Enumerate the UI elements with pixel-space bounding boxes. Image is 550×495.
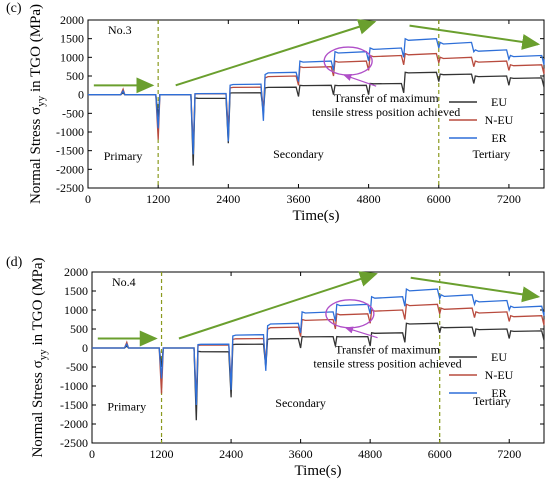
y-axis-title-tail: in TGO (MPa)	[30, 257, 46, 349]
x-tick-label: 2400	[216, 192, 240, 206]
y-tick-label: -2000	[56, 162, 84, 176]
x-tick-label: 6000	[427, 192, 451, 206]
x-tick-label: 7200	[497, 192, 521, 206]
x-tick-label: 0	[89, 447, 95, 461]
y-tick-label: -1500	[60, 398, 88, 412]
legend-label-eu: EU	[491, 95, 507, 109]
chart-panel-c: (c) No.3 0 1200 2400 3600 4800 6000 7200 -2500 -20…	[6, 1, 545, 224]
x-tick-label: 1200	[146, 192, 170, 206]
y-axis-title: Normal Stress σyy in TGO (MPa)	[30, 257, 49, 457]
y-tick-label: 0	[82, 341, 88, 355]
x-tick-label: 3600	[286, 192, 310, 206]
legend-label-eu: EU	[491, 350, 507, 364]
x-axis-title: Time(s)	[295, 463, 342, 479]
legend-label-n-eu: N-EU	[485, 113, 514, 127]
y-tick-label: 1500	[60, 32, 84, 46]
y-axis-title-sub: yy	[35, 95, 47, 107]
legend-label-er: ER	[491, 131, 506, 145]
plot-frame	[87, 19, 545, 189]
stage-label: Tertiary	[473, 394, 511, 408]
stage-label: Primary	[107, 400, 146, 414]
series-line-er	[88, 37, 545, 155]
annotation-text-line1: Transfer of maximum	[335, 343, 441, 357]
y-axis-title-tail: in TGO (MPa)	[28, 4, 44, 96]
chart-panel-d: (d) No.4 0 1200 2400 3600 4800 6000 7200 -2500 -20…	[6, 255, 545, 479]
legend-label-n-eu: N-EU	[485, 368, 514, 382]
y-tick-label: -500	[62, 106, 84, 120]
x-tick-label: 2400	[219, 447, 243, 461]
trend-arrow-secondary	[178, 271, 378, 340]
stage-label: Secondary	[273, 147, 324, 161]
y-axis-title-sub: yy	[37, 349, 49, 361]
annotation-text-line2: tensile stress position achieved	[313, 357, 461, 371]
y-tick-label: -1500	[56, 144, 84, 158]
stage-label: Tertiary	[472, 147, 510, 161]
y-axis-title: Normal Stress σyy in TGO (MPa)	[28, 4, 47, 204]
y-tick-label: -2500	[56, 181, 84, 195]
trend-arrow-secondary	[175, 19, 377, 87]
y-tick-label: -1000	[60, 379, 88, 393]
y-tick-label: -2500	[60, 436, 88, 450]
y-tick-label: -2000	[60, 417, 88, 431]
trend-arrow-tertiary	[410, 276, 541, 303]
y-tick-label: 2000	[64, 265, 88, 279]
plot-frame	[91, 271, 545, 444]
y-tick-label: 1000	[64, 303, 88, 317]
x-tick-label: 4800	[358, 447, 382, 461]
annotation-pointer	[343, 74, 377, 87]
x-tick-label: 1200	[150, 447, 174, 461]
y-tick-label: 1000	[60, 50, 84, 64]
x-tick-label: 7200	[497, 447, 521, 461]
y-axis-title-main: Normal Stress σ	[28, 107, 44, 204]
specimen-label: No.3	[108, 23, 132, 37]
panel-label: (c)	[6, 1, 22, 16]
y-tick-label: -1000	[56, 125, 84, 139]
y-tick-label: 2000	[60, 13, 84, 27]
stage-label: Primary	[104, 149, 143, 163]
series-line-er	[92, 288, 545, 406]
x-tick-label: 0	[85, 192, 91, 206]
trend-arrow-tertiary	[409, 24, 541, 50]
x-axis-title: Time(s)	[293, 208, 340, 224]
y-tick-label: -500	[66, 360, 88, 374]
specimen-label: No.4	[112, 275, 136, 289]
y-axis-title-main: Normal Stress σ	[30, 360, 46, 457]
y-tick-label: 0	[78, 88, 84, 102]
x-tick-label: 4800	[357, 192, 381, 206]
annotation-text-line1: Transfer of maximum	[334, 91, 440, 105]
y-tick-label: 500	[70, 322, 88, 336]
y-tick-label: 1500	[64, 284, 88, 298]
x-tick-label: 3600	[289, 447, 313, 461]
stage-label: Secondary	[275, 396, 326, 410]
panel-label: (d)	[6, 255, 23, 270]
x-tick-label: 6000	[428, 447, 452, 461]
y-tick-label: 500	[66, 69, 84, 83]
legend-label-er: ER	[491, 386, 506, 400]
annotation-text-line2: tensile stress position achieved	[312, 105, 460, 119]
annotation-pointer	[344, 326, 378, 339]
